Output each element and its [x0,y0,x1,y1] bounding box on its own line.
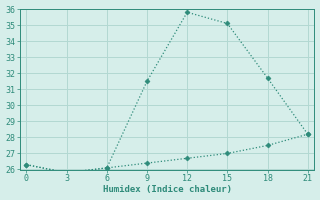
X-axis label: Humidex (Indice chaleur): Humidex (Indice chaleur) [103,185,232,194]
